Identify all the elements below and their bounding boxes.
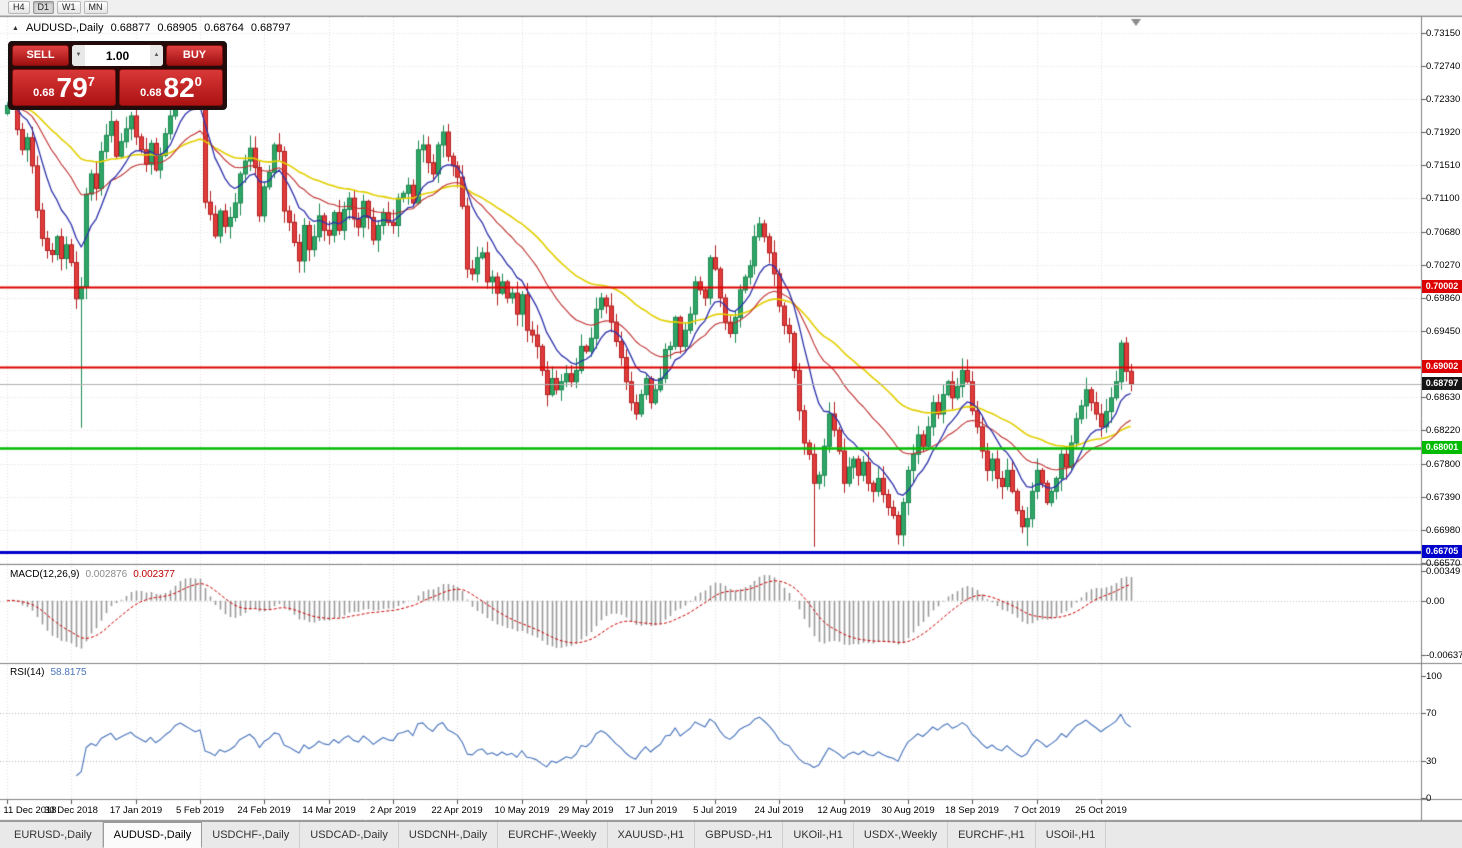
one-click-trade-panel: SELL ▼ ▲ BUY 0.68 79 7 0.68 82 0	[8, 41, 227, 110]
chart-tab-audusddaily[interactable]: AUDUSD-,Daily	[102, 822, 203, 848]
volume-control: ▼ ▲	[72, 45, 163, 66]
volume-input[interactable]	[85, 45, 150, 66]
rsi-tick-label: 100	[1426, 671, 1442, 682]
timeframe-button-w1[interactable]: W1	[57, 1, 81, 14]
chart-tab-usdxweekly[interactable]: USDX-,Weekly	[854, 822, 949, 848]
price-close: 0.68797	[250, 22, 291, 34]
date-tick-label: 11 Dec 2018	[3, 805, 57, 816]
macd-tick-label: 0.00349	[1426, 566, 1461, 577]
price-tick-label: 0.67390	[1426, 492, 1461, 503]
chart-tab-usdcaddaily[interactable]: USDCAD-,Daily	[300, 822, 399, 848]
rsi-tick-label: 70	[1426, 708, 1437, 719]
date-tick-label: 24 Jul 2019	[754, 805, 804, 816]
date-tick-label: 24 Feb 2019	[237, 805, 291, 816]
price-tick-label: 0.66980	[1426, 525, 1461, 536]
macd-signal-value: 0.002377	[133, 569, 175, 580]
chart-tab-eurchfh1[interactable]: EURCHF-,H1	[948, 822, 1036, 848]
buy-button[interactable]: BUY	[166, 45, 223, 66]
price-level-badge-66705: 0.66705	[1422, 545, 1462, 558]
sell-price-big: 79	[56, 72, 88, 103]
buy-price-big: 82	[163, 72, 195, 103]
price-tick-label: 0.67800	[1426, 459, 1461, 470]
chart-tab-usoilh1[interactable]: USOil-,H1	[1036, 822, 1107, 848]
volume-decrease-button[interactable]: ▼	[72, 45, 85, 66]
price-tick-label: 0.66570	[1426, 558, 1461, 569]
macd-tick-label: 0.00	[1426, 596, 1445, 607]
price-tick-label: 0.69450	[1426, 326, 1461, 337]
date-tick-label: 5 Feb 2019	[175, 805, 225, 816]
buy-price-sup: 0	[194, 74, 202, 89]
chart-symbol-label: ▲ AUDUSD-,Daily 0.68877 0.68905 0.68764 …	[12, 22, 291, 34]
timeframe-button-h4[interactable]: H4	[8, 1, 30, 14]
buy-price-display[interactable]: 0.68 82 0	[119, 69, 223, 106]
symbol-name: AUDUSD-,Daily	[25, 22, 104, 34]
price-tick-label: 0.68630	[1426, 392, 1461, 403]
price-tick-label: 0.70680	[1426, 227, 1461, 238]
current-price-badge: 0.68797	[1422, 377, 1462, 390]
sell-price-display[interactable]: 0.68 79 7	[12, 69, 116, 106]
date-tick-label: 17 Jun 2019	[624, 805, 678, 816]
date-tick-label: 29 May 2019	[558, 805, 614, 816]
chart-tabs-bar: EURUSD-,Daily AUDUSD-,Daily USDCHF-,Daily U…	[0, 821, 1462, 848]
date-tick-label: 25 Oct 2019	[1075, 805, 1127, 816]
price-level-badge-69002: 0.69002	[1422, 360, 1462, 373]
rsi-name: RSI(14)	[10, 667, 45, 678]
sell-button[interactable]: SELL	[12, 45, 69, 66]
chart-tab-eurchfweekly[interactable]: EURCHF-,Weekly	[498, 822, 608, 848]
price-level-badge-70002: 0.70002	[1422, 280, 1462, 293]
chart-tab-xauusdh1[interactable]: XAUUSD-,H1	[608, 822, 696, 848]
price-high: 0.68905	[157, 22, 198, 34]
date-tick-label: 5 Jul 2019	[693, 805, 737, 816]
date-tick-label: 18 Sep 2019	[945, 805, 999, 816]
price-tick-label: 0.70270	[1426, 260, 1461, 271]
date-tick-label: 12 Aug 2019	[817, 805, 871, 816]
chart-tab-gbpusdh1[interactable]: GBPUSD-,H1	[695, 822, 784, 848]
rsi-tick-label: 30	[1426, 756, 1437, 767]
date-tick-label: 2 Apr 2019	[370, 805, 416, 816]
price-tick-label: 0.72740	[1426, 61, 1461, 72]
price-level-badge-68001: 0.68001	[1422, 441, 1462, 454]
date-tick-label: 22 Apr 2019	[431, 805, 483, 816]
price-tick-label: 0.73150	[1426, 28, 1461, 39]
macd-name: MACD(12,26,9)	[10, 569, 80, 580]
price-low: 0.68764	[204, 22, 244, 34]
chart-tab-eurusddaily[interactable]: EURUSD-,Daily	[4, 822, 103, 848]
price-tick-label: 0.71510	[1426, 160, 1461, 171]
timeframe-button-mn[interactable]: MN	[83, 1, 108, 14]
symbol-marker-icon: ▲	[12, 24, 19, 32]
chart-tab-usdchfdaily[interactable]: USDCHF-,Daily	[202, 822, 301, 848]
date-tick-label: 30 Aug 2019	[881, 805, 935, 816]
price-open: 0.68877	[110, 22, 151, 34]
date-tick-label: 7 Oct 2019	[1013, 805, 1061, 816]
price-tick-label: 0.72330	[1426, 94, 1461, 105]
timeframe-button-d1[interactable]: D1	[32, 1, 55, 14]
rsi-value: 58.8175	[50, 667, 87, 678]
sell-price-sup: 7	[87, 74, 95, 89]
buy-price-prefix: 0.68	[140, 87, 162, 99]
chart-tab-ukoilh1[interactable]: UKOil-,H1	[783, 822, 854, 848]
date-tick-label: 17 Jan 2019	[109, 805, 163, 816]
timeframe-toolbar: H4 D1 W1 MN	[0, 0, 1462, 16]
macd-indicator-label: MACD(12,26,9) 0.002876 0.002377	[10, 569, 175, 580]
price-tick-label: 0.68220	[1426, 425, 1461, 436]
volume-increase-button[interactable]: ▲	[150, 45, 163, 66]
rsi-indicator-label: RSI(14) 58.8175	[10, 667, 87, 678]
date-tick-label: 30 Dec 2018	[44, 805, 98, 816]
price-tick-label: 0.69860	[1426, 293, 1461, 304]
macd-value: 0.002876	[85, 569, 128, 580]
chart-tab-usdcnhdaily[interactable]: USDCNH-,Daily	[399, 822, 499, 848]
sell-price-prefix: 0.68	[33, 87, 55, 99]
date-tick-label: 14 Mar 2019	[302, 805, 356, 816]
macd-tick-label: -0.00637	[1426, 650, 1462, 661]
price-tick-label: 0.71100	[1426, 193, 1460, 204]
price-tick-label: 0.71920	[1426, 127, 1461, 138]
rsi-tick-label: 0	[1426, 793, 1432, 804]
date-tick-label: 10 May 2019	[494, 805, 550, 816]
